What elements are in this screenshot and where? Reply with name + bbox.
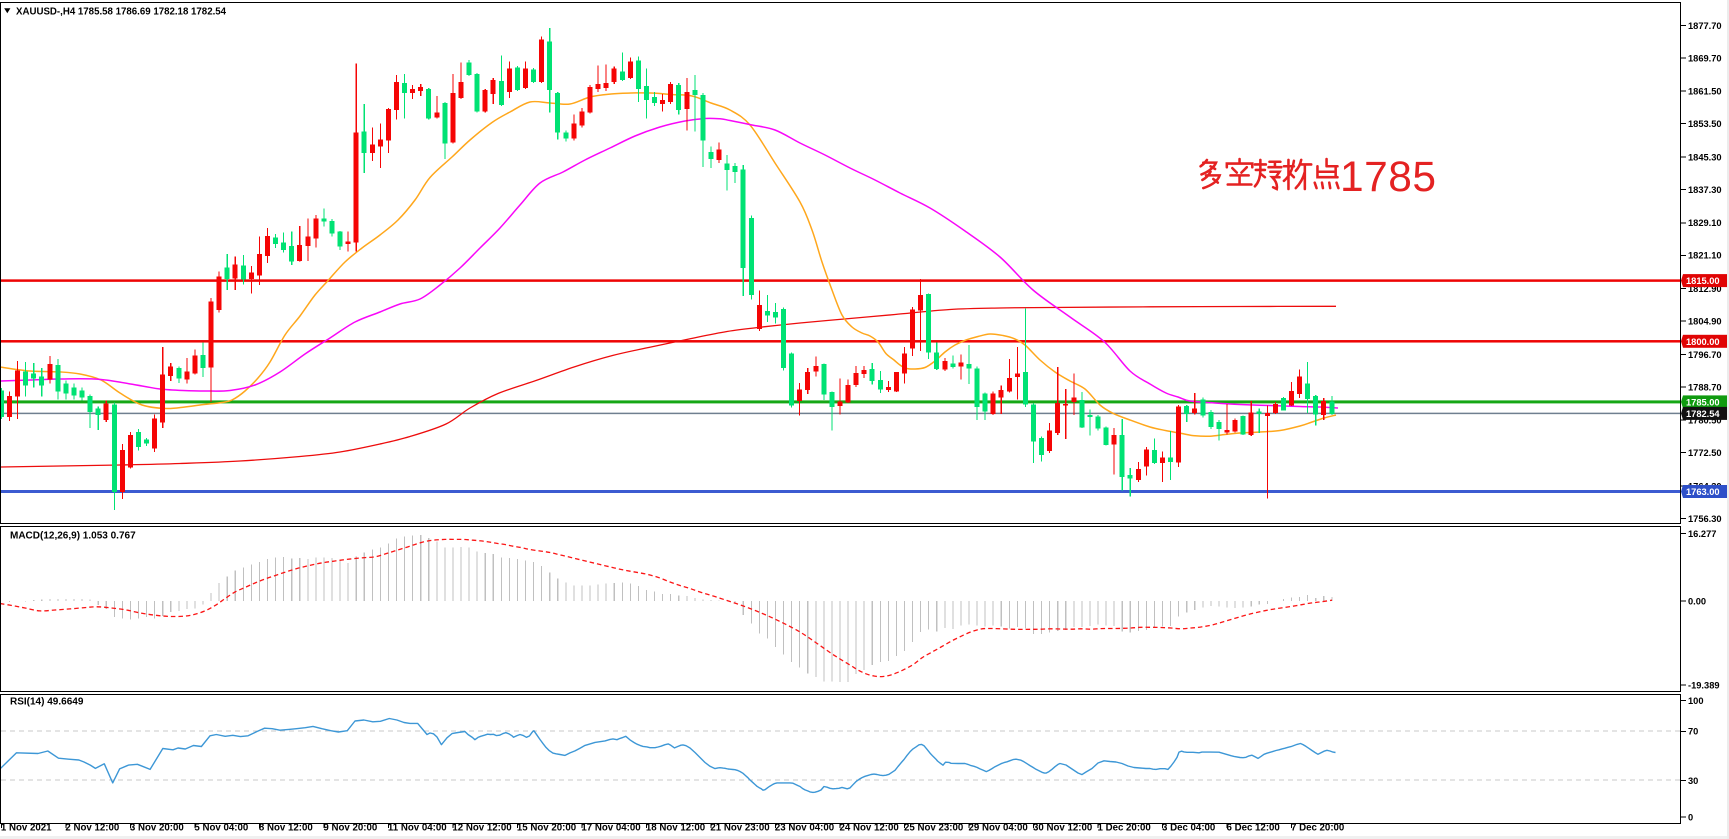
svg-text:1 Dec 20:00: 1 Dec 20:00: [1098, 822, 1151, 833]
svg-text:17 Nov 04:00: 17 Nov 04:00: [581, 822, 640, 833]
svg-text:1772.50: 1772.50: [1688, 448, 1722, 458]
svg-text:1763.00: 1763.00: [1686, 487, 1720, 497]
svg-text:1785.00: 1785.00: [1686, 397, 1720, 407]
svg-text:-19.389: -19.389: [1688, 680, 1720, 690]
svg-text:2 Nov 12:00: 2 Nov 12:00: [65, 822, 119, 833]
svg-text:7 Dec 20:00: 7 Dec 20:00: [1291, 822, 1344, 833]
svg-text:100: 100: [1688, 696, 1704, 706]
svg-text:15 Nov 20:00: 15 Nov 20:00: [517, 822, 576, 833]
svg-text:30 Nov 12:00: 30 Nov 12:00: [1033, 822, 1092, 833]
svg-text:1815.00: 1815.00: [1686, 276, 1720, 286]
svg-text:0.00: 0.00: [1688, 596, 1706, 606]
svg-text:1869.70: 1869.70: [1688, 53, 1722, 63]
svg-text:1837.30: 1837.30: [1688, 185, 1722, 195]
svg-text:XAUUSD-,H4 1785.58 1786.69 17: XAUUSD-,H4 1785.58 1786.69 1782.18 1782.…: [16, 6, 227, 17]
svg-text:1756.30: 1756.30: [1688, 514, 1722, 524]
svg-text:1782.54: 1782.54: [1686, 409, 1720, 419]
svg-text:0: 0: [1688, 812, 1693, 822]
svg-text:30: 30: [1688, 776, 1698, 786]
svg-text:21 Nov 23:00: 21 Nov 23:00: [710, 822, 769, 833]
svg-text:5 Nov 04:00: 5 Nov 04:00: [194, 822, 248, 833]
svg-text:1800.00: 1800.00: [1686, 337, 1720, 347]
svg-text:25 Nov 23:00: 25 Nov 23:00: [904, 822, 963, 833]
svg-text:RSI(14) 49.6649: RSI(14) 49.6649: [10, 697, 84, 708]
svg-text:29 Nov 04:00: 29 Nov 04:00: [969, 822, 1028, 833]
svg-text:1845.30: 1845.30: [1688, 152, 1722, 162]
svg-text:24 Nov 12:00: 24 Nov 12:00: [840, 822, 899, 833]
svg-text:70: 70: [1688, 727, 1698, 737]
svg-text:1785: 1785: [1340, 154, 1437, 201]
svg-text:1877.70: 1877.70: [1688, 21, 1722, 31]
svg-text:1821.10: 1821.10: [1688, 251, 1722, 261]
svg-text:1829.10: 1829.10: [1688, 218, 1722, 228]
svg-text:23 Nov 04:00: 23 Nov 04:00: [775, 822, 834, 833]
svg-text:1 Nov 2021: 1 Nov 2021: [1, 822, 52, 833]
svg-text:16.277: 16.277: [1688, 529, 1716, 539]
svg-text:3 Dec 04:00: 3 Dec 04:00: [1162, 822, 1215, 833]
svg-text:3 Nov 20:00: 3 Nov 20:00: [130, 822, 184, 833]
svg-text:1812.90: 1812.90: [1688, 284, 1722, 294]
svg-text:6 Dec 12:00: 6 Dec 12:00: [1227, 822, 1280, 833]
svg-text:11 Nov 04:00: 11 Nov 04:00: [388, 822, 447, 833]
svg-text:12 Nov 12:00: 12 Nov 12:00: [452, 822, 511, 833]
svg-text:8 Nov 12:00: 8 Nov 12:00: [259, 822, 313, 833]
svg-text:9 Nov 20:00: 9 Nov 20:00: [323, 822, 377, 833]
svg-text:1788.70: 1788.70: [1688, 382, 1722, 392]
svg-text:18 Nov 12:00: 18 Nov 12:00: [646, 822, 705, 833]
svg-text:1780.50: 1780.50: [1688, 416, 1722, 426]
svg-text:MACD(12,26,9) 1.053 0.767: MACD(12,26,9) 1.053 0.767: [10, 530, 136, 541]
svg-text:1796.70: 1796.70: [1688, 350, 1722, 360]
svg-text:1853.50: 1853.50: [1688, 119, 1722, 129]
svg-text:1804.90: 1804.90: [1688, 317, 1722, 327]
svg-text:1861.50: 1861.50: [1688, 87, 1722, 97]
